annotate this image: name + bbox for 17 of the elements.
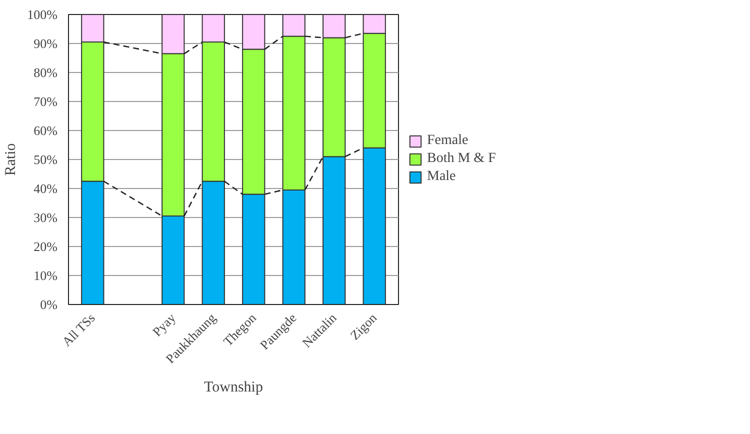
- y-tick-label: 30%: [34, 210, 58, 225]
- y-tick-label: 90%: [34, 36, 58, 51]
- y-tick-label: 40%: [34, 181, 58, 196]
- x-axis-title: Township: [204, 380, 263, 396]
- y-tick-label: 80%: [34, 65, 58, 80]
- y-tick-label: 100%: [27, 7, 58, 22]
- y-tick-label: 20%: [34, 239, 58, 254]
- y-tick-label: 0%: [40, 297, 58, 312]
- legend-label: Female: [427, 133, 468, 149]
- legend-label: Both M & F: [427, 151, 496, 167]
- x-tick-label: All TSs: [58, 310, 98, 350]
- y-tick-label: 70%: [34, 94, 58, 109]
- y-axis-title: Ratio: [3, 143, 20, 176]
- y-tick-label: 10%: [34, 268, 58, 283]
- y-tick-label: 60%: [34, 123, 58, 138]
- y-tick-label: 50%: [34, 152, 58, 167]
- legend-label: Male: [427, 169, 456, 185]
